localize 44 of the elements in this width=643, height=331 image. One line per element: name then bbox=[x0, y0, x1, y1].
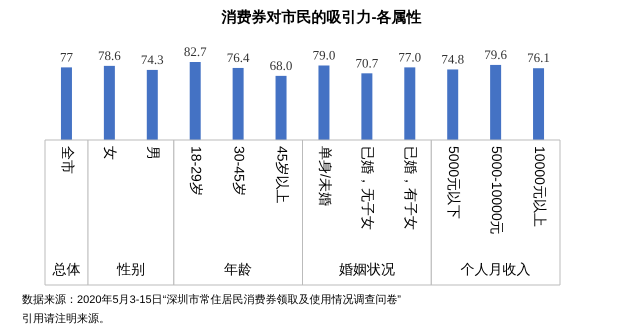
text: 总体 bbox=[51, 261, 80, 277]
data-label: 74.3 bbox=[140, 52, 164, 67]
bar bbox=[146, 70, 158, 140]
text: 年龄 bbox=[224, 261, 252, 277]
x-tick-label: 10000元以上 bbox=[532, 146, 548, 227]
data-label: 79.0 bbox=[312, 47, 336, 62]
chart-title: 消费券对市民的吸引力-各属性 bbox=[220, 8, 422, 26]
x-tick-label: 已婚，无子女 bbox=[360, 146, 376, 230]
text: 引用请注明来源。 bbox=[22, 312, 110, 325]
bar bbox=[361, 73, 372, 140]
data-label: 74.8 bbox=[441, 51, 464, 66]
x-tick-label: 18-29岁 bbox=[188, 146, 205, 196]
bar bbox=[276, 76, 287, 140]
x-tick-label: 男 bbox=[146, 146, 162, 160]
bar bbox=[60, 67, 72, 140]
x-tick-label: 5000元以下 bbox=[446, 146, 462, 220]
data-label: 76.1 bbox=[527, 50, 550, 66]
x-tick-label: 30-45岁 bbox=[231, 146, 248, 196]
data-label: 79.6 bbox=[484, 46, 508, 62]
data-label: 77.0 bbox=[398, 49, 422, 64]
data-label: 68.0 bbox=[270, 58, 292, 73]
bar bbox=[490, 64, 502, 140]
source-note: 数据来源：2020年5月3-15日“深圳市常住居民消费券领取及使用情况调查问卷” bbox=[22, 293, 402, 306]
bar bbox=[447, 69, 458, 140]
bar bbox=[533, 68, 544, 140]
text: 个人月收入 bbox=[460, 261, 531, 277]
bar bbox=[232, 68, 244, 140]
x-tick-label: 已婚，有子女 bbox=[403, 146, 420, 230]
data-label: 78.6 bbox=[98, 48, 122, 63]
x-tick-label: 5000-10000元 bbox=[488, 146, 505, 235]
text: 婚姻状况 bbox=[338, 261, 395, 277]
data-label: 76.4 bbox=[226, 50, 250, 65]
x-tick-label: 45岁以上 bbox=[274, 146, 290, 204]
x-tick-label: 女 bbox=[102, 146, 119, 160]
data-label: 77 bbox=[60, 49, 74, 64]
data-label: 70.7 bbox=[356, 55, 379, 70]
x-tick-label: 全市 bbox=[60, 146, 76, 174]
text: 性别 bbox=[116, 261, 145, 277]
bar bbox=[404, 67, 416, 140]
x-tick-label: 单身/未婚 bbox=[317, 146, 334, 206]
bar bbox=[318, 65, 330, 140]
data-label: 82.7 bbox=[184, 44, 208, 59]
bar bbox=[104, 66, 115, 140]
bar bbox=[190, 62, 201, 140]
